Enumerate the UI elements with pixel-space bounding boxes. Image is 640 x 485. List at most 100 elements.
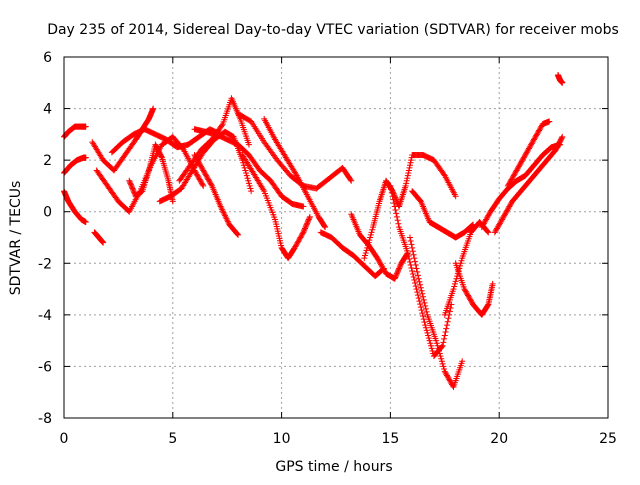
data-point: [444, 373, 451, 380]
data-point: [517, 161, 524, 168]
data-point: [206, 177, 213, 184]
data-point: [457, 260, 464, 267]
data-point: [367, 234, 374, 241]
data-point: [414, 268, 421, 275]
data-point: [193, 154, 200, 161]
data-point: [507, 202, 514, 209]
data-point: [378, 262, 385, 269]
data-point: [523, 149, 530, 156]
data-point: [303, 222, 310, 229]
data-point: [414, 289, 421, 296]
data-point: [524, 148, 531, 155]
data-point: [388, 189, 395, 196]
data-point: [305, 217, 312, 224]
data-point: [243, 170, 250, 177]
series-arc-11: [191, 126, 307, 210]
data-point: [494, 225, 501, 232]
data-point: [527, 142, 534, 149]
data-point: [419, 310, 426, 317]
data-point: [511, 171, 518, 178]
data-point: [425, 335, 432, 342]
series-arc-15: [261, 115, 329, 231]
data-point: [207, 180, 214, 187]
data-point: [483, 215, 490, 222]
data-point: [537, 124, 544, 131]
x-tick-label: 10: [273, 431, 291, 447]
x-tick-label: 20: [490, 431, 508, 447]
data-point: [381, 268, 388, 275]
data-point: [195, 173, 202, 180]
series-arc-25: [491, 133, 566, 236]
data-point: [517, 159, 524, 166]
data-point: [505, 204, 512, 211]
data-point: [458, 257, 465, 264]
data-point: [494, 224, 501, 231]
y-tick-label: -4: [38, 308, 52, 324]
data-point: [483, 216, 490, 223]
data-point: [411, 277, 418, 284]
data-point: [422, 322, 429, 329]
data-point: [533, 132, 540, 139]
data-point: [440, 339, 447, 346]
data-point: [546, 118, 553, 125]
data-point: [415, 295, 422, 302]
data-point: [559, 79, 566, 86]
data-point: [128, 182, 135, 189]
data-point: [194, 172, 201, 179]
data-point: [405, 170, 412, 177]
data-point: [198, 163, 205, 170]
data-point: [531, 135, 538, 142]
data-point: [298, 233, 305, 240]
x-tick-label: 5: [168, 431, 177, 447]
data-point: [406, 255, 413, 262]
data-point: [363, 247, 370, 254]
data-point: [515, 163, 522, 170]
data-point: [200, 182, 207, 189]
data-point: [418, 287, 425, 294]
data-point: [536, 126, 543, 133]
data-point: [203, 172, 210, 179]
data-point: [391, 200, 398, 207]
data-point: [433, 337, 440, 344]
data-point: [412, 258, 419, 265]
data-point: [516, 162, 523, 169]
x-tick-label: 25: [599, 431, 617, 447]
data-point: [412, 262, 419, 269]
data-point: [468, 298, 475, 305]
data-point: [441, 332, 448, 339]
points-layer: [61, 72, 566, 391]
data-point: [200, 168, 207, 175]
data-point: [294, 239, 301, 246]
data-point: [389, 193, 396, 200]
data-point: [438, 343, 445, 350]
data-point: [429, 347, 436, 354]
data-point: [364, 242, 371, 249]
data-point: [413, 286, 420, 293]
data-point: [366, 237, 373, 244]
data-point: [440, 363, 447, 370]
data-point: [409, 268, 416, 275]
data-point: [374, 255, 381, 262]
data-point: [438, 355, 445, 362]
data-point: [242, 167, 249, 174]
data-point: [443, 372, 450, 379]
data-point: [82, 219, 89, 226]
data-point: [495, 222, 502, 229]
data-point: [513, 167, 520, 174]
data-point: [406, 162, 413, 169]
data-point: [505, 181, 512, 188]
data-point: [369, 226, 376, 233]
data-point: [293, 242, 300, 249]
y-tick-label: 4: [43, 102, 52, 118]
data-point: [408, 157, 415, 164]
data-point: [245, 177, 252, 184]
data-point: [395, 266, 402, 273]
data-point: [451, 283, 458, 290]
data-point: [426, 337, 433, 344]
data-point: [523, 150, 530, 157]
data-point: [422, 302, 429, 309]
series-arc-1: [61, 154, 89, 177]
data-point: [532, 133, 539, 140]
data-point: [304, 220, 311, 227]
data-point: [367, 231, 374, 238]
